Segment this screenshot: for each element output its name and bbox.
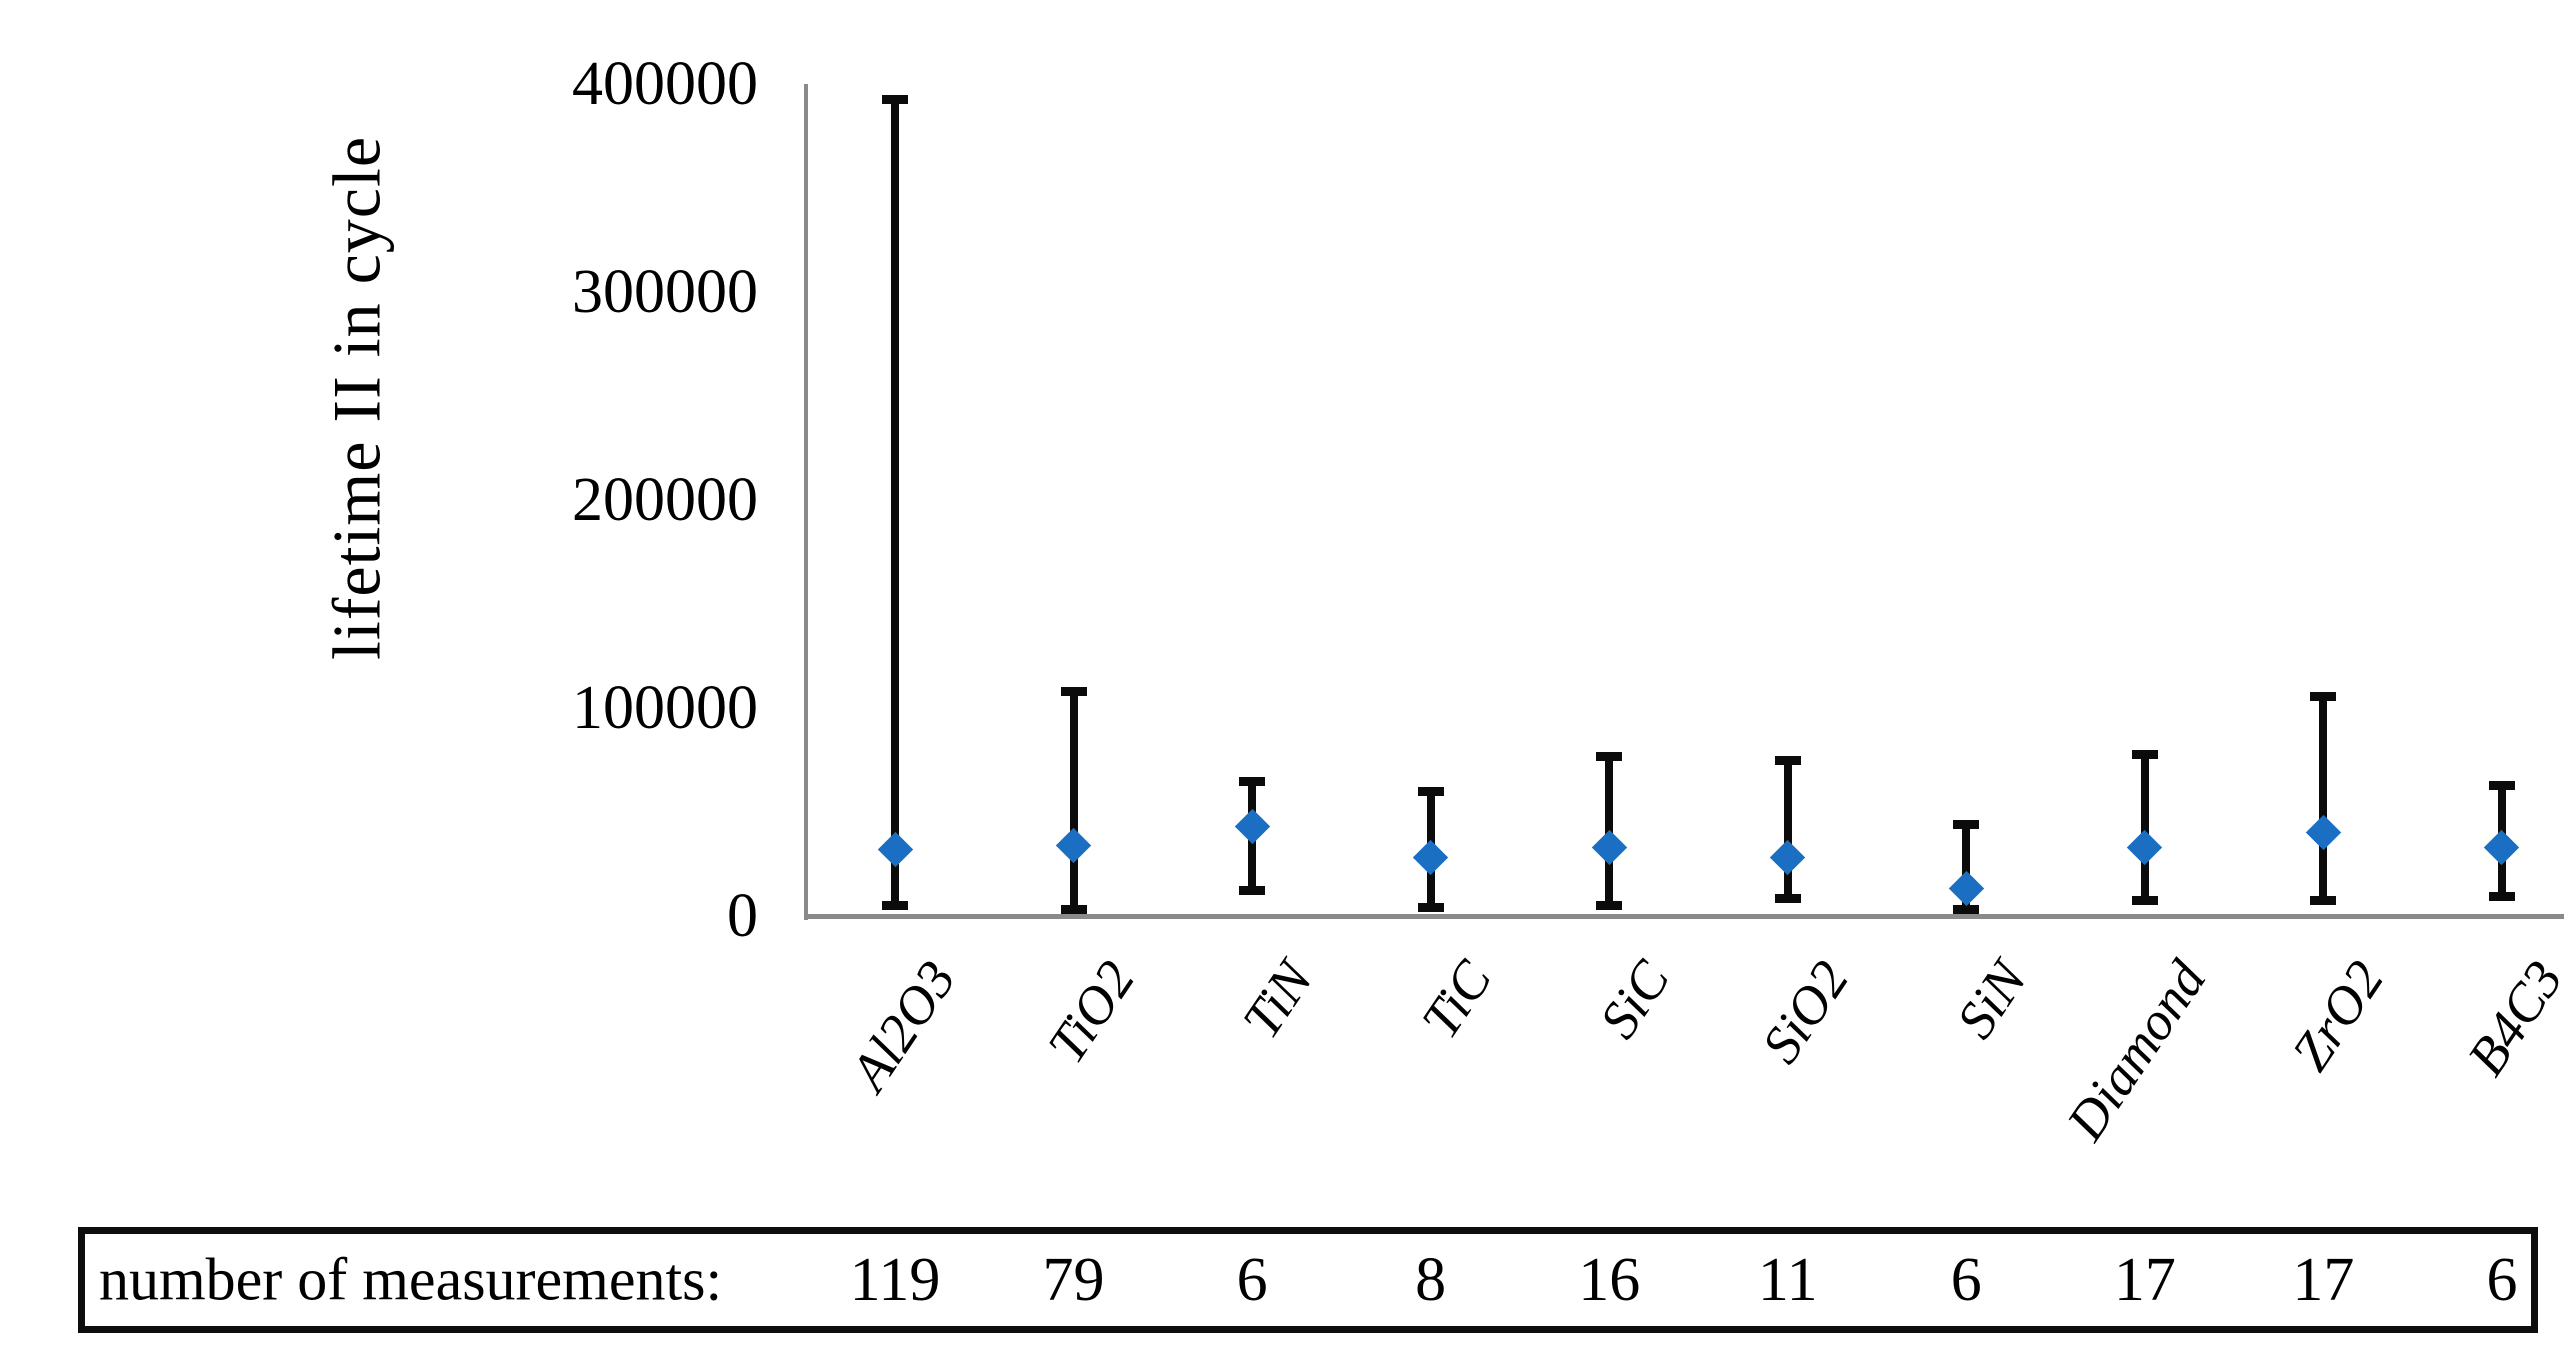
y-tick-label: 400000	[572, 50, 758, 118]
error-bar-cap-max	[1417, 787, 1444, 797]
error-bar-cap-max	[2310, 691, 2337, 701]
diamond-marker	[1412, 840, 1449, 876]
y-tick-label: 200000	[572, 466, 758, 534]
error-bar-line	[1783, 760, 1792, 900]
y-tick-label: 300000	[572, 258, 758, 326]
error-bar-cap-min	[1774, 894, 1801, 904]
error-bar-cap-min	[882, 900, 908, 910]
error-bar-line	[1962, 824, 1971, 910]
error-bar-cap-min	[1596, 900, 1623, 910]
error-bar-cap-min	[1060, 904, 1087, 914]
measurement-count: 6	[2486, 1246, 2518, 1314]
diamond-marker	[1770, 840, 1806, 876]
measurement-count: 17	[2113, 1246, 2176, 1314]
measurements-table: number of measurements: 119 79 6 8 16 11 6 17 17…	[78, 1227, 2538, 1333]
error-bar-cap-min	[1239, 886, 1266, 896]
diamond-marker	[2484, 829, 2520, 866]
error-bar-cap-max	[882, 94, 908, 104]
error-bar-cap-max	[1060, 687, 1087, 697]
diamond-marker	[1234, 808, 1270, 845]
diamond-marker	[877, 831, 913, 868]
error-bar-cap-max	[1596, 751, 1623, 761]
diamond-marker	[1591, 829, 1627, 866]
measurement-count: 6	[1236, 1246, 1268, 1314]
error-bar-line	[1069, 691, 1078, 910]
error-bar-cap-min	[1417, 902, 1444, 912]
error-bar-cap-max	[1774, 756, 1801, 765]
diamond-marker	[1055, 827, 1092, 863]
measurement-count: 6	[1950, 1246, 1982, 1314]
error-bar-line	[2319, 695, 2328, 902]
error-bar-cap-max	[2488, 780, 2515, 790]
measurements-table-label: number of measurements:	[99, 1246, 723, 1313]
error-bar-cap-min	[2131, 896, 2158, 906]
y-tick-label: 0	[727, 882, 758, 950]
diamond-marker	[2305, 815, 2342, 851]
measurement-count: 119	[849, 1246, 941, 1314]
y-axis-title: lifetime II in cycle	[318, 135, 395, 661]
error-bar-cap-min	[1953, 904, 1980, 914]
error-bar-line	[891, 98, 899, 906]
error-bar-cap-max	[1239, 776, 1266, 786]
error-bar-cap-min	[2488, 892, 2515, 902]
error-bar-cap-max	[2131, 749, 2158, 759]
diamond-marker	[1948, 871, 1984, 907]
error-bar-cap-min	[2310, 896, 2337, 906]
error-bar-cap-max	[1953, 820, 1980, 830]
diamond-marker	[2127, 829, 2163, 866]
measurement-count: 8	[1415, 1246, 1447, 1314]
measurement-count: 11	[1757, 1246, 1818, 1314]
error-bar-line	[2140, 753, 2149, 902]
measurement-count: 16	[1578, 1246, 1641, 1314]
measurement-count: 17	[2292, 1246, 2355, 1314]
y-tick-label: 100000	[572, 674, 758, 742]
x-axis-line	[804, 914, 2564, 919]
y-axis-line	[804, 84, 808, 920]
measurement-count: 79	[1042, 1246, 1105, 1314]
